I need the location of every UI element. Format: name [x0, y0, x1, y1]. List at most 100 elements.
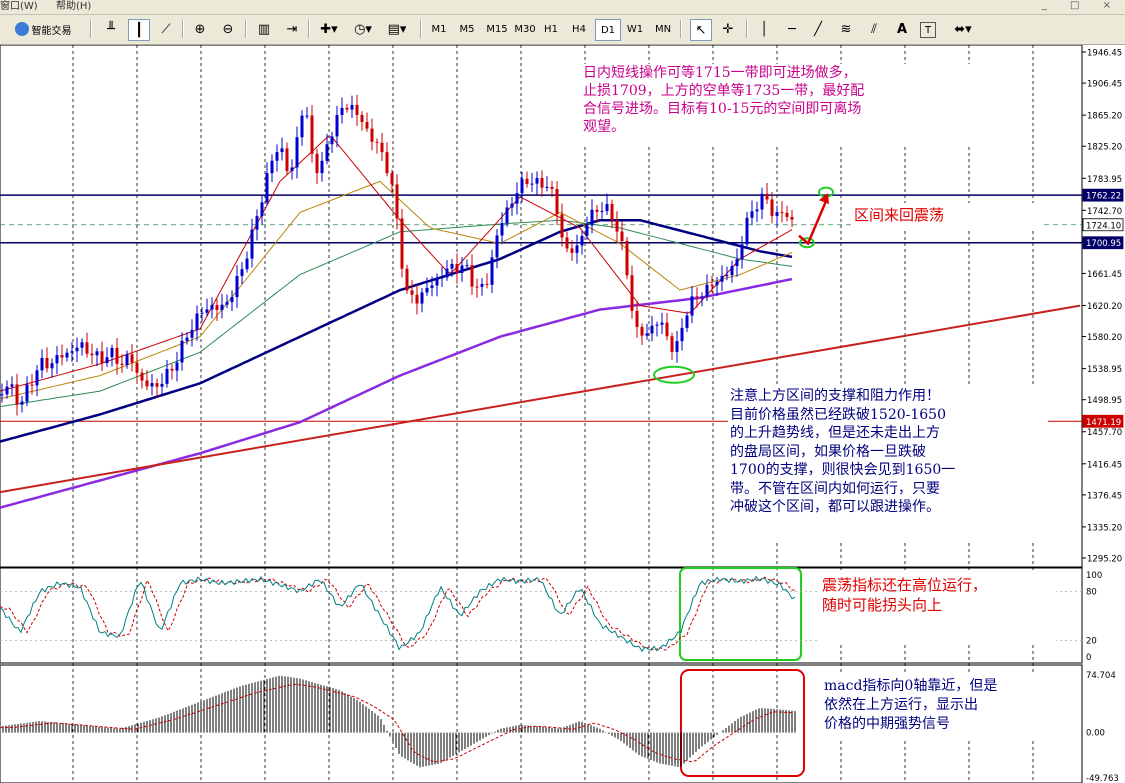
- timeframe-w1[interactable]: W1: [626, 23, 644, 35]
- candle-body: [615, 220, 619, 232]
- channel-icon[interactable]: ⫽: [871, 21, 877, 37]
- zoom-in-icon[interactable]: ⊕: [194, 21, 206, 37]
- candle-body: [605, 204, 609, 212]
- candle-body: [185, 337, 189, 341]
- timeframe-mn[interactable]: MN: [654, 23, 672, 35]
- candle-body: [570, 248, 574, 253]
- candle-body: [710, 284, 714, 286]
- candle-body: [760, 193, 764, 210]
- expert-advisors-button[interactable]: 智能交易: [6, 19, 80, 39]
- stochastic-tick-label: 20: [1086, 637, 1097, 647]
- candle-body: [685, 315, 689, 328]
- price-tick-label: 1295.20: [1087, 555, 1122, 565]
- candle-body: [565, 237, 569, 249]
- candle-body: [90, 353, 94, 356]
- candle-body: [180, 340, 184, 363]
- price-highlight-box: [1082, 218, 1124, 232]
- candle-body: [480, 284, 484, 287]
- candle-body: [110, 347, 114, 358]
- candle-body: [370, 128, 374, 142]
- candle-body: [190, 329, 194, 338]
- cursor-icon[interactable]: ↖: [690, 19, 712, 41]
- candle-body: [5, 386, 9, 395]
- chart-shift-icon[interactable]: ⇥: [286, 21, 298, 37]
- candle-body: [785, 212, 789, 217]
- timeframe-m5[interactable]: M5: [459, 23, 475, 35]
- candle-body: [450, 264, 454, 269]
- candle-body: [440, 277, 444, 279]
- candle-body: [245, 258, 249, 270]
- candle-body: [355, 105, 359, 115]
- candle-body: [10, 384, 14, 387]
- text-label-icon[interactable]: T: [920, 22, 936, 38]
- candle-body: [295, 137, 299, 168]
- trendline-icon[interactable]: ╱: [814, 21, 822, 37]
- uptrend-line: [0, 304, 1081, 494]
- candle-body: [430, 285, 434, 288]
- vertical-line-icon[interactable]: │: [760, 21, 768, 37]
- candle-body: [205, 309, 209, 313]
- candle-body: [275, 152, 279, 161]
- timeframe-m30[interactable]: M30: [514, 23, 536, 35]
- templates-icon[interactable]: ▤▾: [387, 21, 407, 37]
- stochastic-tick-label: 80: [1086, 587, 1097, 597]
- candle-body: [135, 362, 139, 373]
- text-icon[interactable]: A: [896, 21, 908, 37]
- add-indicator-icon[interactable]: ✚▾: [320, 21, 338, 37]
- candle-body: [360, 114, 364, 123]
- candle-body: [700, 296, 704, 298]
- bar-chart-icon[interactable]: ╨: [107, 21, 115, 37]
- candle-body: [195, 313, 199, 330]
- crosshair-icon[interactable]: ✛: [722, 21, 734, 37]
- price-tick-label: 1376.45: [1087, 491, 1122, 501]
- candle-body: [240, 269, 244, 276]
- macd-highlight-box: [680, 669, 805, 777]
- candle-body: [75, 347, 79, 352]
- candle-body: [80, 342, 84, 348]
- candle-body: [510, 203, 514, 208]
- candle-body: [730, 266, 734, 276]
- robot-icon: [14, 22, 29, 36]
- line-chart-icon[interactable]: ⟋: [161, 21, 171, 37]
- candle-body: [645, 333, 649, 336]
- periods-icon[interactable]: ◷▾: [354, 21, 372, 37]
- candle-body: [155, 383, 159, 387]
- candlestick-icon[interactable]: ┃: [128, 19, 150, 41]
- menu-window[interactable]: 窗口(W): [0, 1, 38, 12]
- candle-body: [120, 363, 124, 365]
- candle-body: [40, 357, 44, 371]
- price-highlight-label: 1471.19: [1086, 418, 1121, 428]
- candle-body: [780, 212, 784, 214]
- candle-body: [675, 341, 679, 352]
- horizontal-line-icon[interactable]: ─: [788, 21, 796, 37]
- candle-body: [165, 368, 169, 384]
- candle-body: [495, 235, 499, 258]
- candle-body: [330, 136, 334, 145]
- menu-help[interactable]: 帮助(H): [56, 1, 92, 12]
- arrows-icon[interactable]: ⬌▾: [954, 21, 972, 37]
- candle-body: [755, 209, 759, 212]
- top-note-text: 日内短线操作可等1715一带即可进场做多， 止损1709，上方的空单等1735一…: [583, 65, 865, 135]
- price-tick-label: 1783.95: [1087, 175, 1122, 185]
- timeframe-h4[interactable]: H4: [572, 23, 586, 35]
- moving-average-2: [0, 277, 793, 509]
- zoom-out-icon[interactable]: ⊖: [222, 21, 234, 37]
- candle-body: [200, 312, 204, 314]
- timeframe-m15[interactable]: M15: [486, 23, 508, 35]
- chart-window[interactable]: 1946.45 1906.45 1865.20 1825.20 1783.95 1742.…: [0, 45, 1125, 783]
- timeframe-h1[interactable]: H1: [544, 23, 558, 35]
- stochastic-tick-label: 100: [1086, 571, 1102, 581]
- candle-body: [625, 240, 629, 276]
- price-highlight-label: 1700.95: [1086, 239, 1121, 249]
- window-controls[interactable]: _ □ ×: [1041, 0, 1121, 11]
- candle-body: [115, 347, 119, 364]
- timeframe-m1[interactable]: M1: [431, 23, 447, 35]
- timeframe-d1[interactable]: D1: [595, 19, 621, 41]
- candle-body: [315, 153, 319, 174]
- tile-windows-icon[interactable]: ▥: [257, 21, 271, 37]
- fibonacci-icon[interactable]: ≋: [840, 21, 852, 37]
- candle-body: [525, 178, 529, 184]
- macd-signal-line: [0, 683, 793, 763]
- candle-body: [720, 275, 724, 282]
- candle-body: [490, 257, 494, 285]
